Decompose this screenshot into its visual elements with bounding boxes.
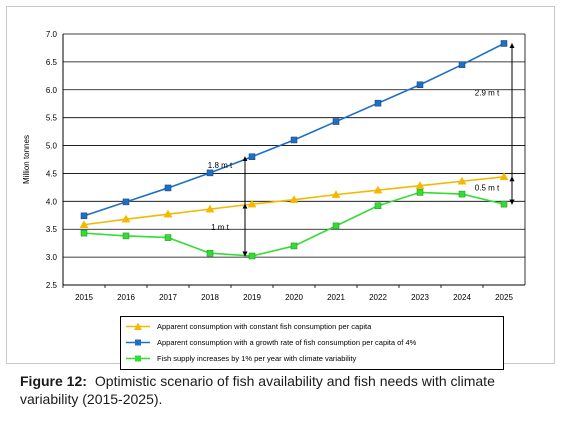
y-tick-label: 2.5 — [46, 281, 58, 290]
data-point — [500, 200, 508, 208]
data-point — [332, 222, 340, 230]
series-line-2 — [83, 42, 505, 217]
legend-swatch — [126, 355, 150, 362]
data-point — [248, 153, 256, 160]
legend-label: Fish supply increases by 1% per year wit… — [157, 354, 357, 363]
y-tick-label: 6.0 — [46, 86, 58, 95]
data-point — [122, 198, 130, 206]
y-tick-label: 6.5 — [46, 58, 58, 67]
data-point — [458, 190, 466, 198]
legend: Apparent consumption with constant fish … — [120, 316, 504, 370]
legend-swatch — [126, 339, 150, 346]
y-tick-label: 5.0 — [46, 142, 58, 151]
data-point — [500, 40, 508, 47]
line-chart: 2.5 3.0 3.5 4.0 4.5 5.0 5.5 6.0 6.5 7.0 2015 2016 20… — [22, 30, 526, 302]
x-tick-label: 2024 — [453, 293, 471, 302]
data-point — [80, 212, 88, 220]
figure-caption: Figure 12: Optimistic scenario of fish av… — [20, 372, 550, 408]
data-point — [122, 232, 130, 240]
data-point — [331, 190, 341, 198]
y-tick-label: 5.5 — [46, 114, 58, 123]
data-point — [499, 172, 509, 181]
caption-label: Figure 12: — [20, 373, 87, 389]
legend-item: Fish supply increases by 1% per year wit… — [121, 352, 501, 365]
data-point — [206, 169, 214, 177]
legend-swatch-marker — [134, 322, 142, 330]
x-tick-label: 2015 — [75, 293, 93, 302]
x-tick-label: 2018 — [201, 293, 219, 302]
data-point — [373, 185, 383, 194]
data-point — [163, 209, 173, 218]
data-point — [416, 81, 424, 89]
data-point — [289, 195, 299, 203]
annotation-label: 1.8 m t — [208, 161, 233, 170]
x-tick-label: 2021 — [327, 293, 345, 302]
x-tick-label: 2017 — [159, 293, 177, 302]
data-point — [458, 61, 466, 68]
data-point — [80, 229, 88, 237]
data-point — [374, 99, 382, 107]
legend-swatch — [126, 322, 150, 330]
data-point — [290, 242, 298, 250]
y-axis-label: Million tonnes — [22, 135, 31, 184]
y-tick-label: 3.5 — [46, 225, 58, 234]
y-tick-label: 7.0 — [46, 30, 58, 39]
data-point — [457, 176, 467, 185]
legend-swatch-marker — [135, 355, 141, 362]
x-tick-label: 2023 — [411, 293, 429, 302]
y-tick-label: 4.5 — [46, 169, 58, 178]
chart-panel: 2.5 3.0 3.5 4.0 4.5 5.0 5.5 6.0 6.5 7.0 2015 2016 20… — [6, 6, 555, 370]
legend-item: Apparent consumption with constant fish … — [121, 320, 501, 333]
x-tick-label: 2019 — [243, 293, 261, 302]
data-point — [332, 118, 340, 125]
legend-label: Apparent consumption with constant fish … — [157, 322, 372, 331]
x-tick-label: 2025 — [495, 293, 513, 302]
x-tick-label: 2020 — [285, 293, 303, 302]
data-point — [416, 189, 424, 196]
data-point — [164, 234, 172, 241]
caption-text: Optimistic scenario of fish availability… — [20, 373, 495, 407]
x-tick-label: 2016 — [117, 293, 135, 302]
data-point — [415, 181, 425, 189]
y-tick-label: 4.0 — [46, 197, 58, 206]
data-point — [121, 214, 131, 223]
data-point — [206, 249, 214, 257]
legend-swatch-marker — [135, 339, 141, 346]
x-tick-label: 2022 — [369, 293, 387, 302]
data-point — [205, 204, 215, 213]
data-point — [374, 202, 382, 210]
annotation-label: 0.5 m t — [475, 183, 500, 192]
data-point — [248, 252, 256, 260]
data-point — [79, 220, 89, 229]
annotation-label: 2.9 m t — [475, 89, 500, 98]
annotation-label: 1 m t — [211, 223, 230, 232]
legend-label: Apparent consumption with a growth rate … — [157, 338, 417, 347]
legend-item: Apparent consumption with a growth rate … — [121, 336, 501, 349]
y-tick-label: 3.0 — [46, 253, 58, 262]
data-point — [164, 184, 172, 192]
data-point — [247, 199, 257, 208]
data-point — [290, 136, 298, 144]
